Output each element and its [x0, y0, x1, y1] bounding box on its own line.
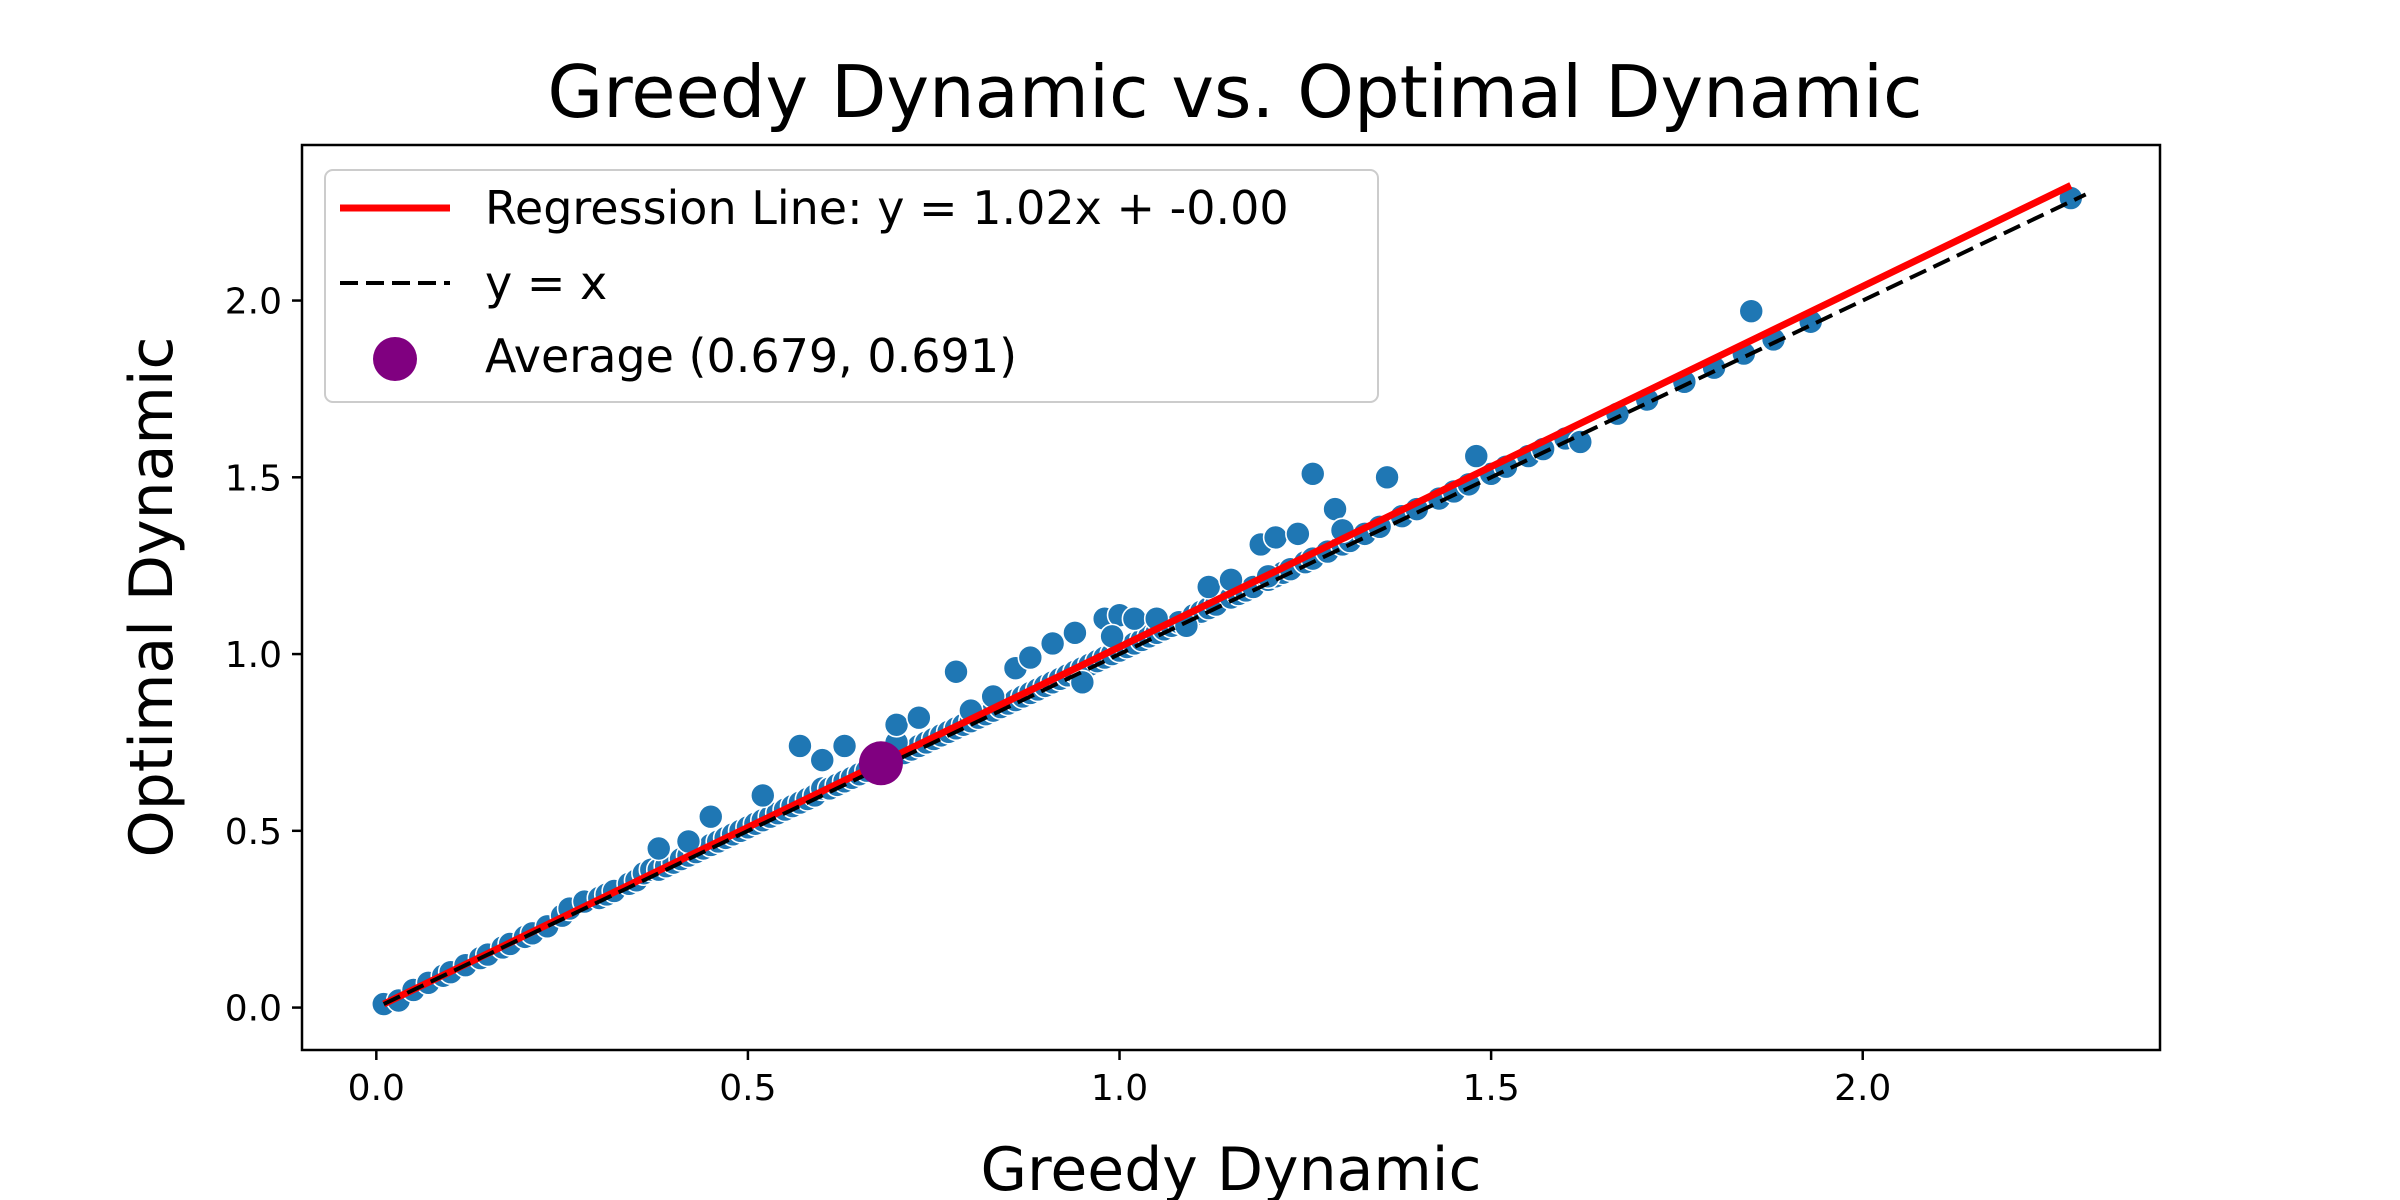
legend-box [324, 169, 1379, 403]
x-tick-label: 1.0 [1091, 1068, 1148, 1109]
data-point [809, 747, 836, 773]
data-point [697, 803, 724, 830]
regression-line [382, 182, 2073, 1008]
x-tick-label: 1.5 [1462, 1068, 1519, 1109]
data-point [831, 733, 858, 759]
legend-label-average: Average (0.679, 0.691) [485, 329, 1017, 383]
data-point [1062, 620, 1088, 646]
plot-frame [300, 143, 2162, 1052]
y-tick-label: 0.5 [225, 812, 282, 853]
data-point [1738, 298, 1765, 324]
data-point [1262, 524, 1289, 551]
identity-line [382, 192, 2087, 1006]
data-point [883, 711, 910, 738]
data-point [1567, 429, 1594, 455]
data-point [1039, 630, 1066, 657]
y-tick-label: 2.0 [225, 282, 282, 323]
y-tick-label: 1.5 [225, 458, 282, 499]
data-point [787, 733, 813, 759]
y-axis-ticks: 0.0 0.5 1.0 1.5 2.0 [225, 282, 302, 1030]
legend: Regression Line: y = 1.02x + -0.00 y = x… [324, 169, 1379, 403]
x-axis-ticks: 0.0 0.5 1.0 1.5 2.0 [348, 1050, 1891, 1109]
average-marker [858, 741, 903, 786]
y-tick-label: 1.0 [225, 635, 282, 676]
y-tick-label: 0.0 [225, 989, 282, 1030]
data-point [1322, 496, 1348, 522]
data-point [1374, 464, 1400, 491]
chart-title: Greedy Dynamic vs. Optimal Dynamic [547, 50, 1922, 134]
y-axis-label: Optimal Dynamic [117, 336, 187, 857]
x-tick-label: 0.0 [348, 1068, 405, 1109]
x-axis-label: Greedy Dynamic [981, 1135, 1482, 1200]
chart-lines [382, 182, 2087, 1008]
data-point [1463, 443, 1490, 469]
average-marker-layer [858, 741, 903, 786]
data-point [1017, 644, 1044, 671]
data-point [943, 658, 969, 685]
data-point [1285, 521, 1311, 547]
data-point [1299, 460, 1326, 487]
x-tick-label: 0.5 [719, 1068, 776, 1109]
legend-swatch-average [373, 337, 417, 381]
legend-label-regression: Regression Line: y = 1.02x + -0.00 [485, 181, 1289, 235]
data-point [645, 835, 672, 862]
data-point [1195, 574, 1222, 600]
data-point [749, 782, 776, 809]
data-point [1121, 605, 1148, 632]
data-point [906, 704, 932, 731]
x-tick-label: 2.0 [1834, 1068, 1891, 1109]
legend-label-identity: y = x [485, 256, 607, 310]
